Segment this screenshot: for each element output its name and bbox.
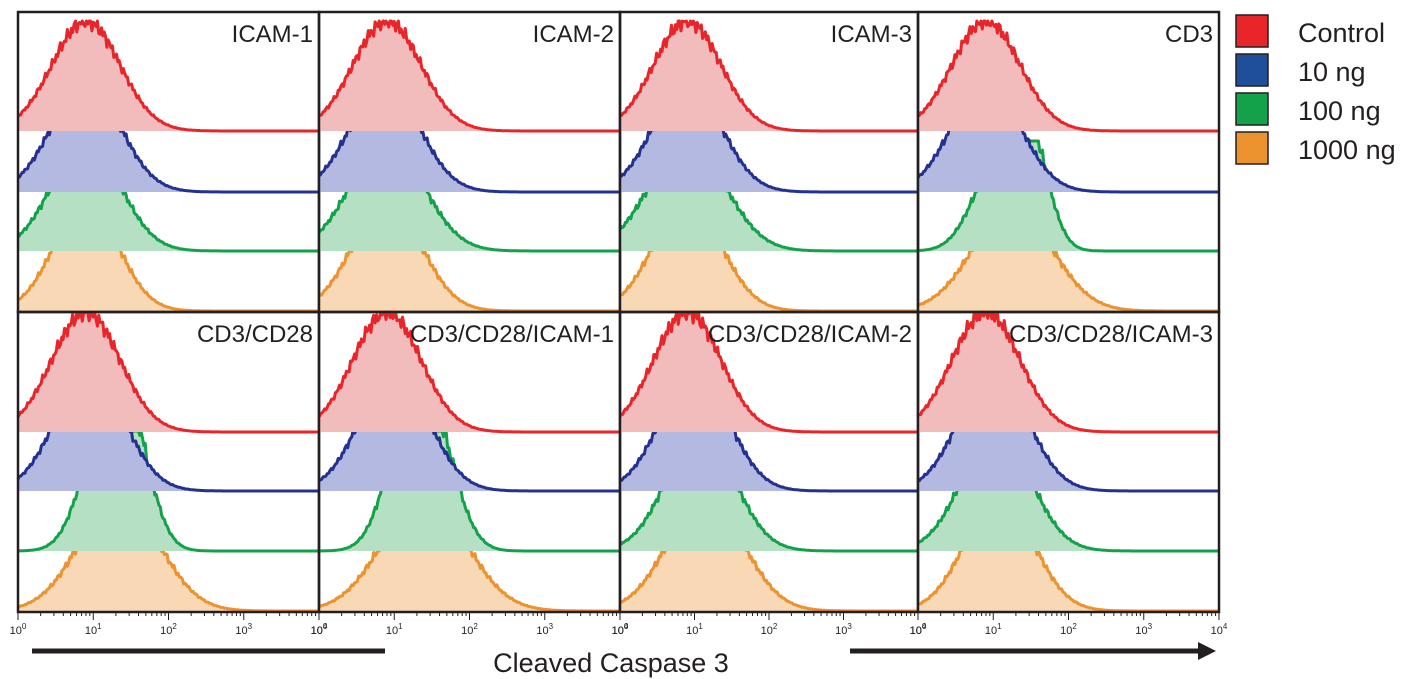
panel: CD3/CD28/ICAM-1: [317, 310, 622, 614]
tick-label: 101: [985, 622, 1002, 637]
panel: ICAM-2: [317, 10, 622, 314]
legend-swatch: [1235, 14, 1269, 48]
panel: CD3: [916, 10, 1221, 314]
histogram-fill-control: [918, 21, 1219, 131]
histogram-line-control: [317, 310, 621, 434]
panel: CD3/CD28/ICAM-3: [916, 310, 1221, 614]
tick-label: 103: [235, 622, 252, 637]
panel-label: CD3: [1165, 21, 1213, 48]
histogram-fill-control: [319, 21, 620, 131]
tick-label: 102: [1060, 622, 1077, 637]
histogram-line-100-ng: [917, 139, 1220, 253]
tick-label: 100: [612, 622, 629, 637]
panel: CD3/CD28: [16, 310, 321, 614]
tick-label: 102: [461, 622, 478, 637]
tick-label: 100: [10, 622, 27, 637]
tick-label: 103: [835, 622, 852, 637]
panel: ICAM-3: [618, 10, 920, 314]
axis-arrow-head: [1198, 642, 1216, 660]
histogram-fill-control: [319, 312, 620, 432]
legend-swatch: [1235, 92, 1269, 126]
tick-label: 101: [85, 622, 102, 637]
panel-label: ICAM-2: [533, 21, 614, 48]
histogram-line-control: [318, 19, 621, 133]
tick-label: 100: [910, 622, 927, 637]
panel: CD3/CD28/ICAM-2: [618, 310, 920, 614]
histogram-line-control: [618, 310, 919, 434]
panel-label: ICAM-1: [232, 21, 313, 48]
tick-label: 102: [160, 622, 177, 637]
panel-label: ICAM-3: [831, 21, 912, 48]
legend: Control 10 ng 100 ng 1000 ng: [1235, 14, 1396, 165]
tick-label: 101: [386, 622, 403, 637]
panel-label: CD3/CD28: [197, 321, 313, 348]
tick-label: 103: [1135, 622, 1152, 637]
x-axis-label: Cleaved Caspase 3: [493, 648, 729, 678]
tick-label: 104: [910, 622, 927, 637]
histogram-line-100-ng: [17, 429, 320, 553]
histogram-fill-control: [620, 312, 918, 432]
histogram-fill-control: [18, 21, 319, 131]
histogram-fill-control: [620, 21, 918, 131]
histogram-fill-control: [918, 312, 1219, 432]
histogram-fill-control: [18, 312, 319, 432]
legend-label: Control: [1298, 18, 1385, 48]
legend-swatch: [1235, 131, 1269, 165]
tick-label: 103: [536, 622, 553, 637]
legend-label: 10 ng: [1298, 57, 1366, 87]
histogram-line-control: [16, 310, 320, 434]
panel-label: CD3/CD28/ICAM-1: [410, 321, 614, 348]
histogram-line-control: [917, 19, 1220, 133]
legend-label: 1000 ng: [1298, 135, 1396, 165]
histogram-line-control: [16, 19, 320, 133]
panel-label: CD3/CD28/ICAM-2: [708, 321, 912, 348]
histogram-line-100-ng: [318, 429, 621, 553]
panel-label: CD3/CD28/ICAM-3: [1009, 321, 1213, 348]
panel: ICAM-1: [16, 10, 321, 314]
x-axis: Cleaved Caspase 3: [32, 642, 1216, 678]
legend-label: 100 ng: [1298, 96, 1381, 126]
tick-label: 104: [311, 622, 328, 637]
tick-label: 104: [612, 622, 629, 637]
tick-label: 104: [1211, 622, 1228, 637]
tick-label: 100: [311, 622, 328, 637]
tick-label: 102: [761, 622, 778, 637]
tick-label: 101: [686, 622, 703, 637]
panels-layer: ICAM-1 ICAM-2 ICAM-3 CD3 CD3/CD28 CD3/CD28/IC…: [16, 10, 1221, 614]
legend-swatch: [1235, 53, 1269, 87]
histogram-line-control: [619, 19, 919, 133]
histogram-line-control: [917, 310, 1220, 434]
